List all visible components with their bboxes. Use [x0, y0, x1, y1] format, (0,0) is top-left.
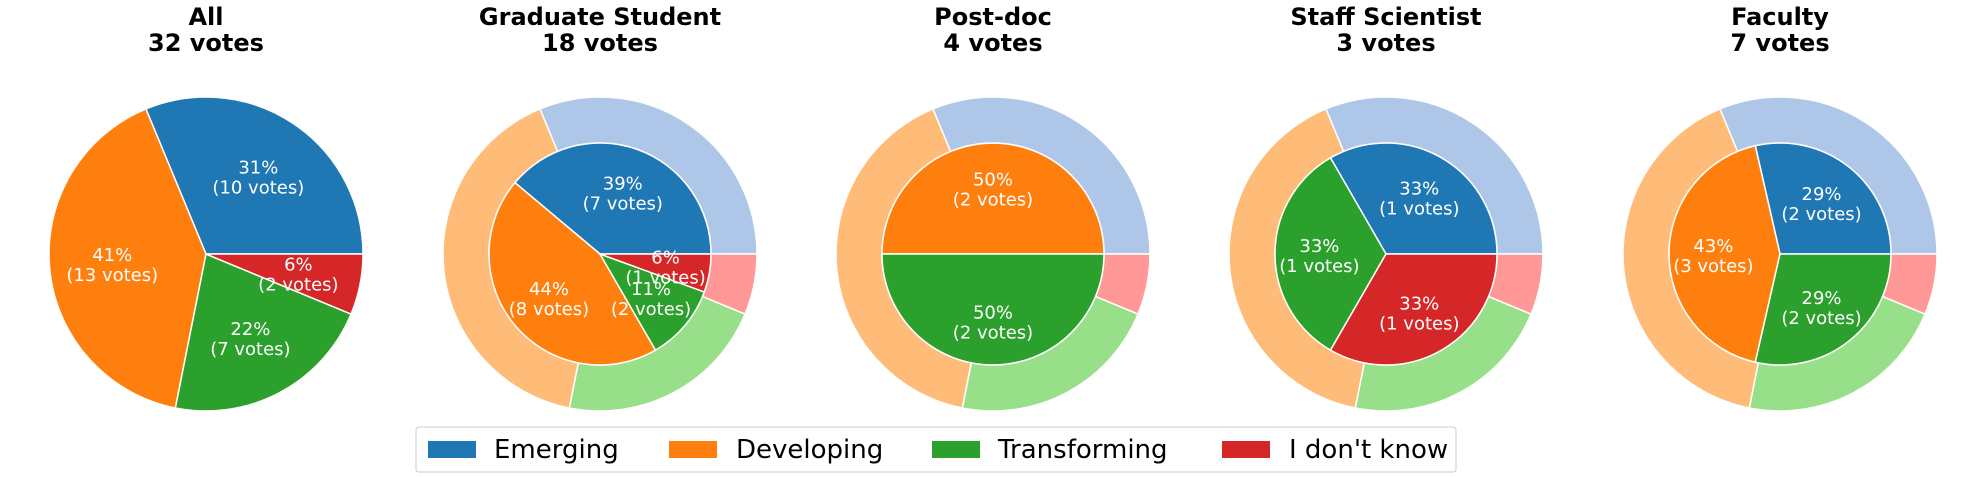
pie-wedge-transforming [1754, 253, 1892, 366]
chart-title: Faculty [1731, 3, 1829, 31]
pie-wedge-transforming [881, 253, 1105, 366]
legend-label-emerging: Emerging [494, 435, 619, 465]
pie-wedge-developing [1668, 144, 1781, 364]
legend-label-transforming: Transforming [997, 435, 1168, 465]
data-label-percent: 41% [92, 245, 132, 266]
data-label-votes: (7 votes) [210, 339, 290, 360]
legend-label-i-dont-know: I don't know [1289, 435, 1448, 465]
data-label-percent: 43% [1693, 236, 1733, 257]
data-label-percent: 44% [529, 279, 569, 300]
pie-wedge-i-don-t-know [599, 253, 712, 293]
pie-wedge-developing [48, 107, 207, 409]
data-label-percent: 33% [1399, 294, 1439, 315]
chart-title: Staff Scientist [1290, 3, 1481, 31]
data-label-votes: (7 votes) [583, 193, 663, 214]
data-label-percent: 50% [973, 303, 1013, 324]
pie-wedge-i-don-t-know [1329, 253, 1498, 366]
pie-wedge-emerging [1754, 142, 1892, 255]
data-label-votes: (10 votes) [212, 178, 304, 199]
data-label-percent: 11% [631, 279, 671, 300]
data-label-votes: (1 votes) [625, 268, 705, 289]
legend-swatch-emerging [428, 441, 476, 458]
data-label-votes: (2 votes) [953, 189, 1033, 210]
data-label-percent: 33% [1299, 236, 1339, 257]
data-label-votes: (2 votes) [1781, 204, 1861, 225]
legend-label-developing: Developing [736, 435, 883, 465]
pie-wedge-developing [488, 181, 657, 366]
data-label-votes: (2 votes) [1781, 308, 1861, 329]
pie-wedge-emerging [513, 142, 712, 255]
data-label-percent: 29% [1802, 184, 1842, 205]
data-label-percent: 6% [284, 254, 313, 275]
data-label-votes: (3 votes) [1673, 256, 1753, 277]
pie-wedge-transforming [598, 252, 706, 352]
data-label-percent: 39% [603, 173, 643, 194]
legend-swatch-developing [669, 441, 717, 458]
chart-subtitle: 7 votes [1730, 29, 1829, 57]
chart-subtitle: 32 votes [148, 29, 264, 57]
chart-title: Post-doc [934, 3, 1052, 31]
pie-wedge-emerging [1329, 142, 1498, 255]
chart-title: All [188, 3, 223, 31]
data-label-votes: (2 votes) [258, 274, 338, 295]
data-label-votes: (1 votes) [1379, 314, 1459, 335]
legend-swatch-i-dont-know [1222, 441, 1270, 458]
data-label-percent: 33% [1399, 178, 1439, 199]
data-label-percent: 29% [1802, 288, 1842, 309]
data-label-percent: 31% [238, 158, 278, 179]
chart-subtitle: 4 votes [943, 29, 1042, 57]
data-label-percent: 6% [651, 248, 680, 269]
pie-wedge-transforming [1274, 156, 1387, 352]
data-label-percent: 50% [973, 169, 1013, 190]
data-label-votes: (8 votes) [509, 299, 589, 320]
chart-title: Graduate Student [479, 3, 721, 31]
data-label-votes: (13 votes) [66, 265, 158, 286]
data-label-votes: (1 votes) [1279, 256, 1359, 277]
pie-wedge-developing [881, 142, 1105, 255]
data-label-votes: (1 votes) [1379, 198, 1459, 219]
pie-wedge-transforming [174, 252, 353, 412]
chart-subtitle: 3 votes [1336, 29, 1435, 57]
data-label-votes: (2 votes) [611, 299, 691, 320]
legend: Emerging Developing Transforming I don't… [415, 426, 1457, 473]
data-label-percent: 22% [230, 319, 270, 340]
pie-wedge-emerging [144, 96, 364, 255]
chart-subtitle: 18 votes [542, 29, 658, 57]
pie-wedge-i-don-t-know [205, 253, 364, 316]
data-label-votes: (2 votes) [953, 323, 1033, 344]
legend-swatch-transforming [932, 441, 980, 458]
